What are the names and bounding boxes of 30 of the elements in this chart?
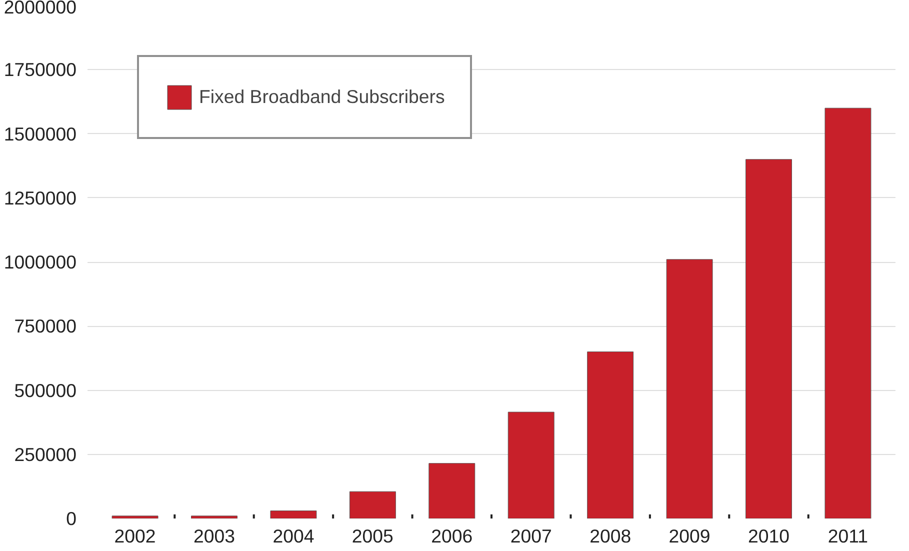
bar (508, 412, 554, 518)
y-tick-label: 1500000 (4, 123, 77, 144)
y-tick-label: 1250000 (4, 187, 77, 208)
y-tick-label: 500000 (14, 380, 77, 401)
y-tick-label: 1750000 (4, 59, 77, 80)
x-tick-label: 2002 (114, 526, 156, 546)
x-tick-label: 2004 (272, 526, 314, 546)
bar (666, 259, 713, 518)
x-tick-label: 2006 (431, 526, 473, 546)
x-tick-label: 2007 (510, 526, 552, 546)
bar (587, 352, 634, 518)
y-tick-label: 750000 (14, 316, 77, 337)
bar (270, 510, 317, 518)
x-tick-label: 2011 (828, 526, 868, 546)
bar (112, 516, 158, 518)
x-tick-label: 2008 (590, 526, 632, 546)
bar (349, 491, 396, 518)
y-tick-label: 0 (66, 508, 77, 529)
bar (191, 516, 238, 518)
x-tick-label: 2005 (352, 526, 394, 546)
x-tick-label: 2009 (668, 526, 710, 546)
y-tick-label: 250000 (14, 444, 77, 465)
bar (428, 463, 476, 518)
x-tick-label: 2003 (193, 526, 236, 546)
x-tick-label: 2010 (748, 526, 790, 546)
y-tick-label: 1000000 (4, 252, 77, 272)
bar (746, 159, 792, 518)
y-tick-label: 2000000 (4, 0, 77, 18)
bar (824, 108, 872, 518)
legend-label: Fixed Broadband Subscribers (199, 86, 445, 108)
